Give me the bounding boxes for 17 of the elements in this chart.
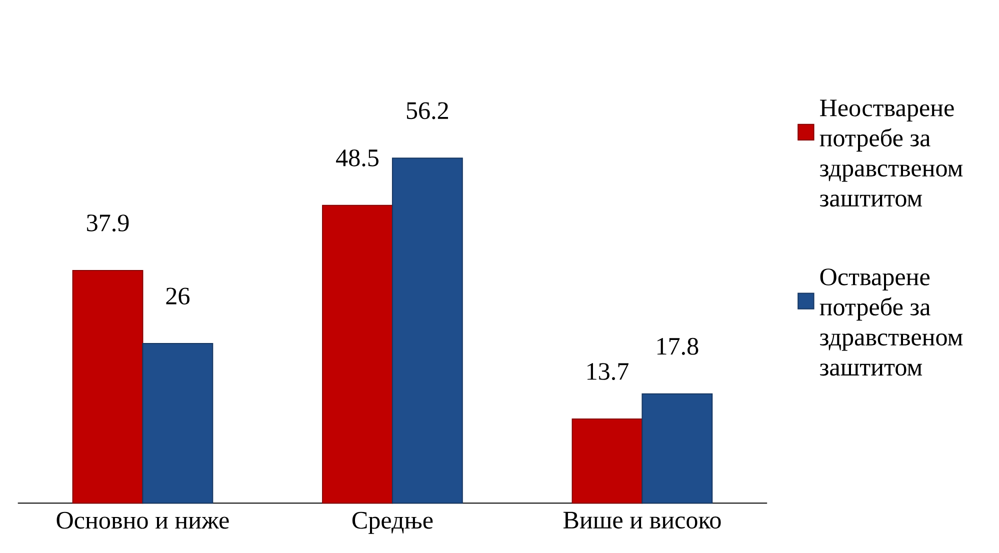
data-label: 17.8 (657, 338, 698, 355)
x-tick-label: Више и високо (563, 512, 721, 529)
legend-label: Неостварене потребе за здравственом заштитом (820, 100, 963, 207)
data-label: 26 (166, 288, 190, 305)
data-label: 37.9 (87, 214, 129, 232)
data-label: 13.7 (588, 363, 628, 380)
bar (142, 343, 214, 504)
bar (392, 158, 463, 504)
bar (642, 393, 713, 504)
x-tick-label: Средње (352, 512, 433, 534)
x-tick-label: Основно и ниже (56, 512, 229, 529)
data-label: 48.5 (336, 149, 378, 166)
bar (72, 270, 144, 504)
legend-label: Остварене потребе за здравственом заштитом (820, 268, 963, 376)
bar (572, 418, 643, 504)
bar (322, 204, 393, 504)
data-label: 56.2 (406, 102, 448, 120)
